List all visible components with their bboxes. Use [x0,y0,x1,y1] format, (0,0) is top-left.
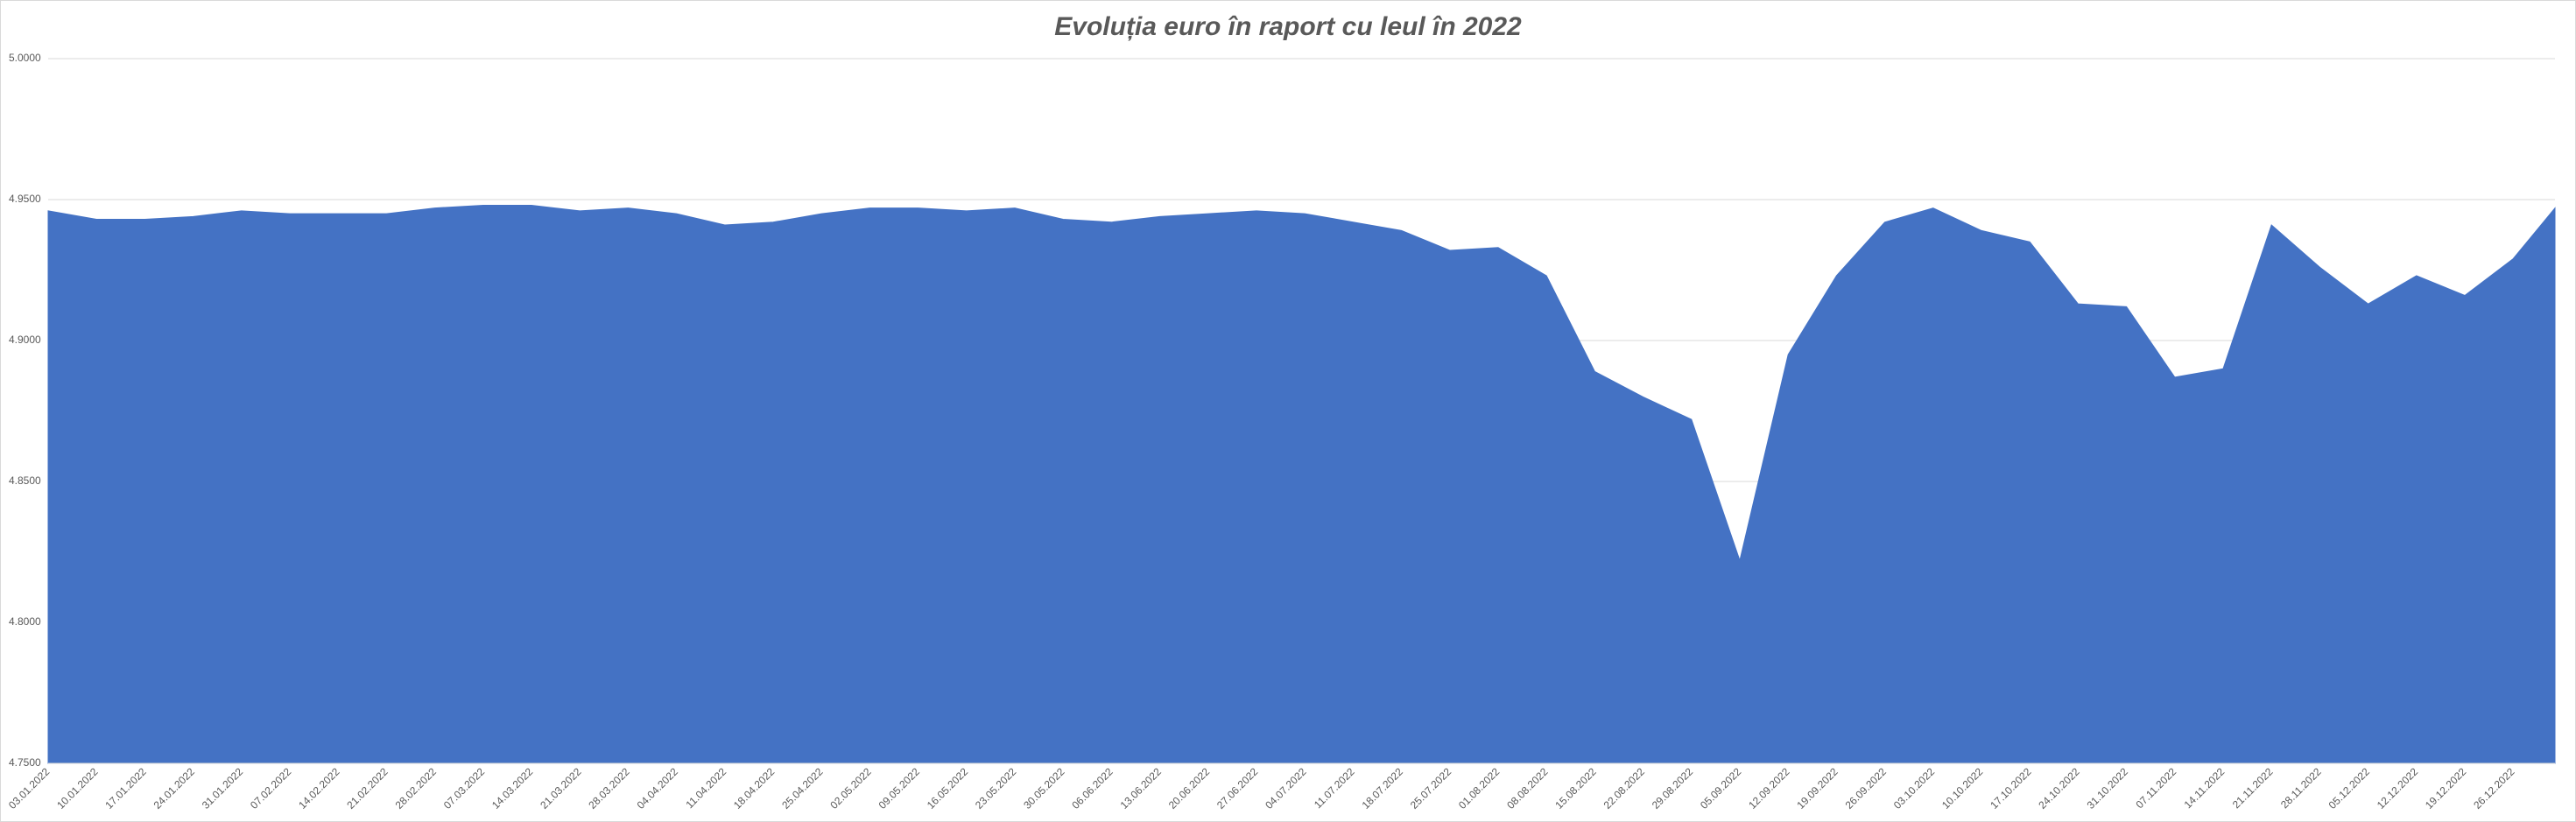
y-tick-label: 4.9500 [9,193,41,205]
y-tick-label: 4.9000 [9,334,41,346]
y-tick-label: 4.8500 [9,474,41,487]
area [47,204,2556,764]
y-tick-label: 5.0000 [9,52,41,64]
y-tick-label: 4.7500 [9,756,41,769]
chart-title: Evoluția euro în raport cu leul în 2022 [1054,12,1522,41]
y-tick-label: 4.8000 [9,615,41,628]
